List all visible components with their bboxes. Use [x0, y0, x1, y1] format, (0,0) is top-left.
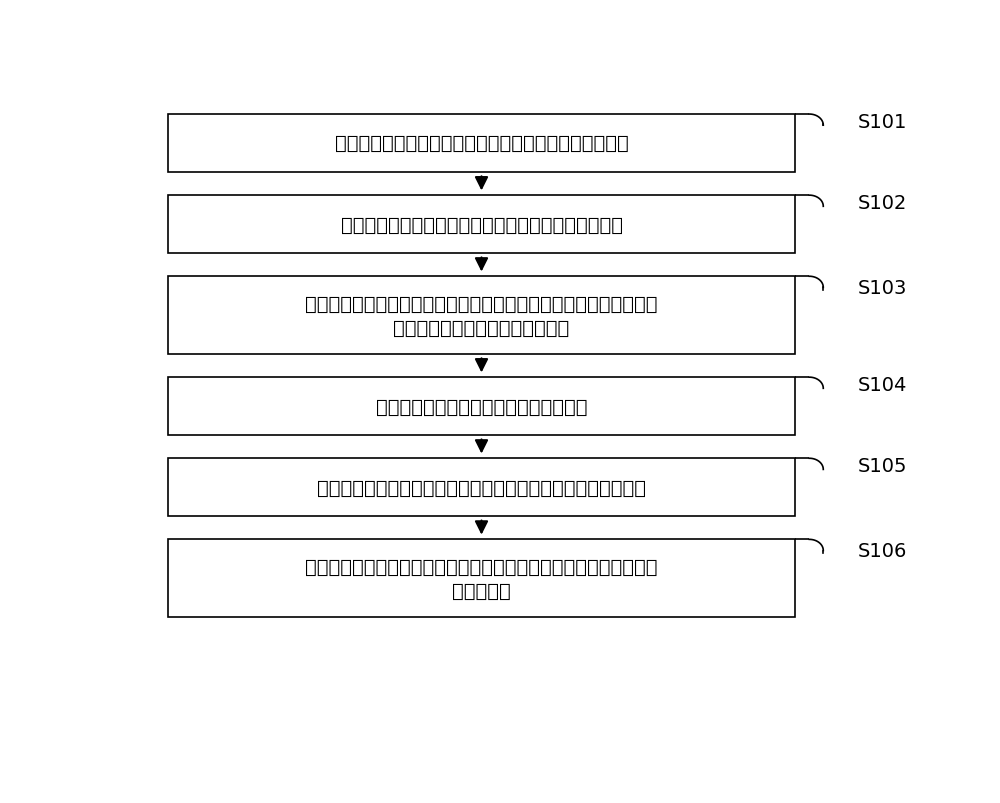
Text: S104: S104: [858, 376, 908, 394]
Text: S103: S103: [858, 278, 908, 297]
Bar: [168, 277, 795, 354]
Bar: [168, 377, 795, 435]
Bar: [168, 115, 795, 173]
Text: S102: S102: [858, 194, 908, 213]
Bar: [168, 196, 795, 254]
Text: 将所述等效电压施加在导线与电晕笼之间: 将所述等效电压施加在导线与电晕笼之间: [376, 397, 587, 416]
Text: S105: S105: [858, 456, 908, 475]
Text: 加在导线与电晕笼之间的等效电压: 加在导线与电晕笼之间的等效电压: [393, 318, 570, 337]
Text: S101: S101: [858, 112, 908, 132]
Text: 将实际线路导线电压与虚拟框处产生的电压相减，得到在电晕笼中施: 将实际线路导线电压与虚拟框处产生的电压相减，得到在电晕笼中施: [305, 294, 658, 313]
Text: 基于仿真计算确定输电线路导线在虚拟框处产生的电压: 基于仿真计算确定输电线路导线在虚拟框处产生的电压: [340, 215, 622, 234]
Bar: [168, 459, 795, 516]
Text: S106: S106: [858, 541, 908, 560]
Text: 将测得的电晕损失的电流乘以实际线路导线电压，得到实际线路导线: 将测得的电晕损失的电流乘以实际线路导线电压，得到实际线路导线: [305, 556, 658, 576]
Text: 的电晕损失: 的电晕损失: [452, 581, 511, 600]
Text: 确定输电线路导线周围与电晕笼形状相同的虚拟框的位置: 确定输电线路导线周围与电晕笼形状相同的虚拟框的位置: [335, 134, 628, 153]
Text: 测量电晕笼壁与其接地点之间引线的电流，即为电晕损失的电流: 测量电晕笼壁与其接地点之间引线的电流，即为电晕损失的电流: [317, 478, 646, 497]
Bar: [168, 540, 795, 617]
